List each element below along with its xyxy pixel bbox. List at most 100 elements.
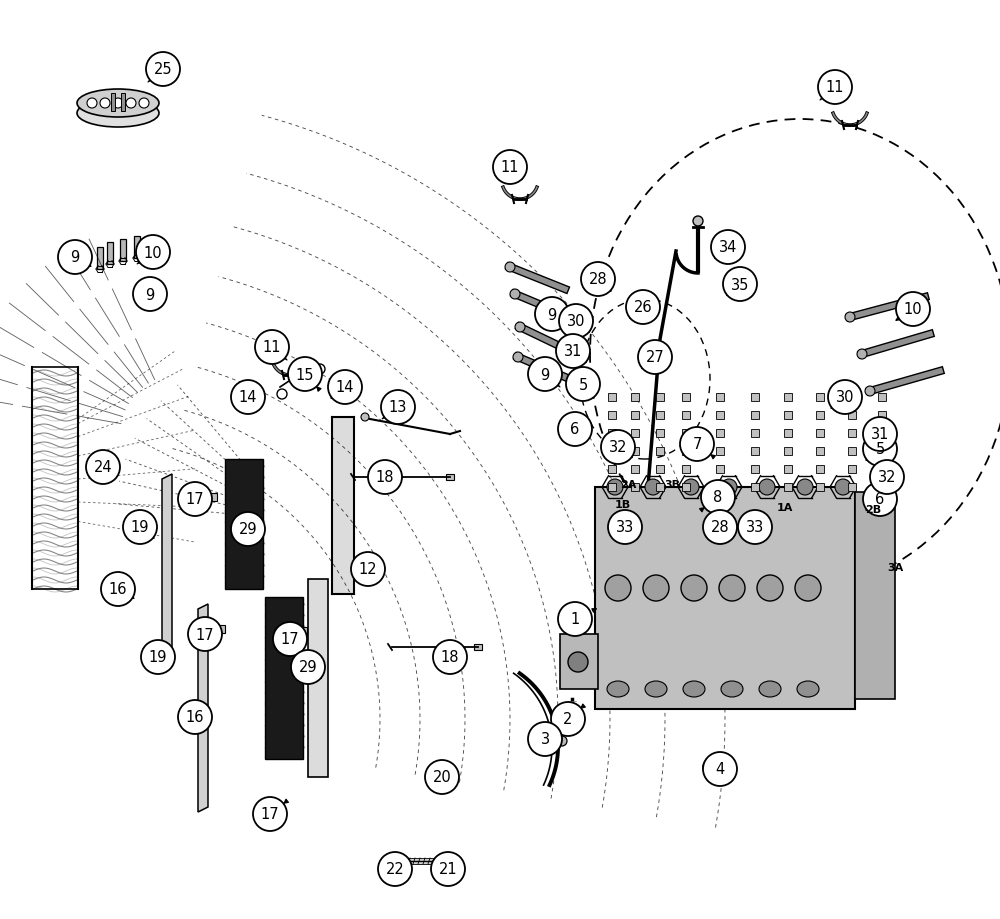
Text: 28: 28 [711, 520, 729, 535]
Bar [682, 412, 690, 420]
Circle shape [231, 513, 265, 547]
Bar [608, 466, 616, 473]
Text: 30: 30 [836, 390, 854, 405]
Bar [784, 483, 792, 492]
Bar [716, 393, 724, 402]
Bar [716, 448, 724, 456]
Circle shape [559, 305, 593, 338]
Text: 8: 8 [713, 490, 723, 505]
Text: 1A: 1A [777, 503, 793, 513]
Circle shape [703, 510, 737, 544]
Text: 14: 14 [336, 380, 354, 395]
Circle shape [123, 510, 157, 544]
Circle shape [863, 433, 897, 467]
Text: 12: 12 [359, 562, 377, 577]
Circle shape [865, 387, 875, 397]
Circle shape [568, 652, 588, 673]
Ellipse shape [605, 575, 631, 601]
Circle shape [136, 236, 170, 269]
Text: 9: 9 [547, 307, 557, 323]
Circle shape [896, 292, 930, 326]
Circle shape [723, 267, 757, 301]
Bar [751, 483, 759, 492]
Bar [855, 493, 895, 699]
Ellipse shape [797, 681, 819, 698]
Bar [266, 803, 280, 811]
Text: 19: 19 [149, 650, 167, 664]
Bar [608, 483, 616, 492]
Text: 17: 17 [281, 632, 299, 647]
Bar [878, 466, 886, 473]
Circle shape [683, 480, 699, 495]
Bar [878, 429, 886, 437]
Bar [816, 393, 824, 402]
Text: 4: 4 [715, 762, 725, 777]
Text: 17: 17 [186, 492, 204, 507]
Text: 18: 18 [376, 470, 394, 485]
Text: 29: 29 [299, 660, 317, 675]
Ellipse shape [643, 575, 669, 601]
Bar [656, 412, 664, 420]
Bar [878, 448, 886, 456]
Bar [656, 429, 664, 437]
Ellipse shape [681, 575, 707, 601]
Text: 17: 17 [261, 807, 279, 822]
Text: 20: 20 [433, 770, 451, 785]
Text: 35: 35 [731, 278, 749, 292]
Text: 31: 31 [871, 427, 889, 442]
Text: 1: 1 [570, 612, 580, 627]
Text: 2B: 2B [865, 505, 881, 515]
Text: 1B: 1B [615, 499, 631, 509]
Circle shape [703, 758, 721, 777]
Text: 26: 26 [634, 301, 652, 315]
Ellipse shape [683, 681, 705, 698]
Circle shape [863, 482, 897, 516]
Text: 10: 10 [904, 302, 922, 317]
Circle shape [493, 151, 527, 185]
Text: 34: 34 [719, 240, 737, 255]
Text: 11: 11 [501, 160, 519, 176]
Bar [631, 412, 639, 420]
Bar [560, 634, 598, 689]
Circle shape [556, 335, 590, 369]
Text: 33: 33 [616, 520, 634, 535]
Bar [716, 483, 724, 492]
Circle shape [151, 655, 159, 664]
Bar [878, 393, 886, 402]
Circle shape [608, 510, 642, 544]
Circle shape [845, 312, 855, 323]
Circle shape [835, 480, 851, 495]
Bar [134, 237, 140, 259]
Circle shape [581, 263, 615, 297]
Bar [816, 429, 824, 437]
Bar [631, 393, 639, 402]
Text: 11: 11 [263, 340, 281, 355]
Bar [716, 429, 724, 437]
Text: 2: 2 [563, 711, 573, 727]
Text: 16: 16 [186, 709, 204, 725]
Circle shape [528, 357, 562, 391]
Circle shape [693, 217, 703, 227]
Circle shape [134, 524, 142, 531]
Text: 3A: 3A [887, 562, 903, 573]
Circle shape [566, 368, 600, 402]
Circle shape [551, 702, 585, 736]
Bar [878, 483, 886, 492]
Circle shape [141, 641, 175, 675]
Bar [107, 243, 113, 265]
Circle shape [535, 298, 569, 332]
Ellipse shape [607, 681, 629, 698]
Circle shape [558, 413, 592, 447]
Circle shape [133, 278, 167, 312]
Bar [784, 393, 792, 402]
Bar [784, 448, 792, 456]
Bar [751, 429, 759, 437]
Bar [784, 466, 792, 473]
Circle shape [58, 241, 92, 275]
Circle shape [818, 71, 852, 105]
Circle shape [638, 341, 672, 375]
Text: 32: 32 [609, 440, 627, 455]
Circle shape [86, 450, 120, 484]
Circle shape [126, 99, 136, 108]
Circle shape [870, 460, 904, 494]
